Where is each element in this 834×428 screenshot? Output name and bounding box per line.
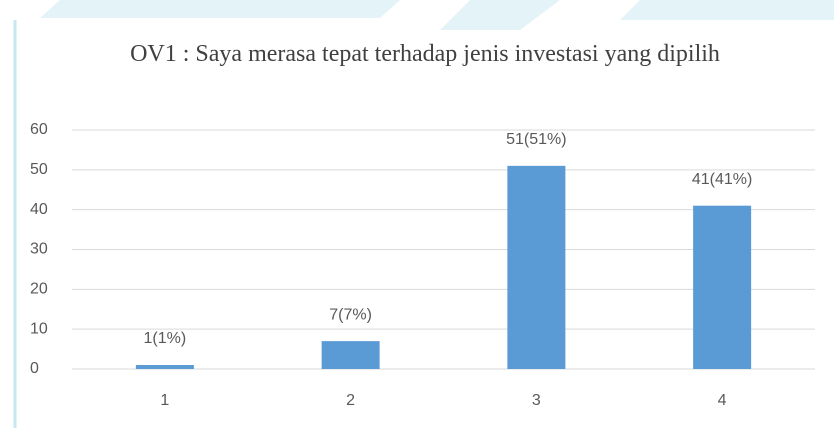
value-label: 7(7%) [329,306,372,323]
x-tick-label: 4 [718,392,727,409]
watermark [620,0,834,20]
y-tick-label: 30 [30,241,48,258]
bar [321,341,380,369]
bar [135,365,194,369]
watermark [440,0,560,30]
y-tick-label: 50 [30,161,48,178]
x-tick-label: 2 [346,392,355,409]
watermark [40,0,400,18]
bar [507,165,566,369]
y-tick-label: 0 [30,360,39,377]
value-label: 41(41%) [692,171,752,188]
bar [693,205,752,369]
y-tick-label: 60 [30,121,48,138]
value-label: 1(1%) [144,330,187,347]
value-label: 51(51%) [506,131,566,148]
x-tick-label: 3 [532,392,541,409]
y-tick-label: 40 [30,201,48,218]
y-tick-label: 20 [30,281,48,298]
chart-title: OV1 : Saya merasa tepat terhadap jenis i… [130,41,720,67]
y-tick-label: 10 [30,320,48,337]
x-tick-label: 1 [160,392,169,409]
